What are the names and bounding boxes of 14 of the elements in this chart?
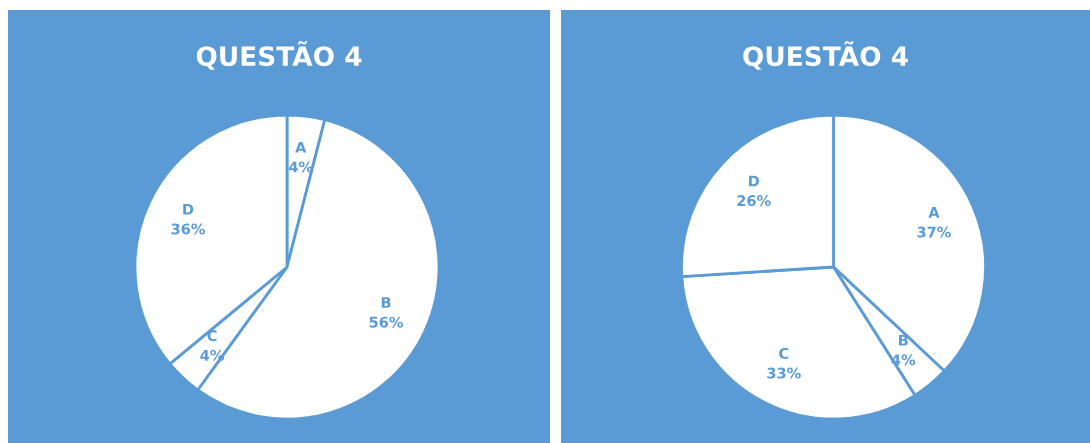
- data-label: 33%: [767, 367, 801, 379]
- slice-label: C: [779, 347, 789, 359]
- data-label: 56%: [369, 316, 404, 328]
- chart-title: QUESTÃO 4: [196, 41, 362, 70]
- slice-label: D: [183, 203, 194, 215]
- chart-title: QUESTÃO 4: [743, 41, 908, 70]
- data-label: 26%: [737, 195, 771, 207]
- data-label: 37%: [917, 226, 951, 238]
- slice-label: A: [928, 207, 940, 218]
- slice-label: B: [899, 334, 908, 346]
- data-label: 36%: [171, 223, 205, 235]
- slice-label: A: [295, 141, 307, 153]
- slice-label: D: [749, 175, 760, 187]
- slice-label: B: [381, 297, 391, 308]
